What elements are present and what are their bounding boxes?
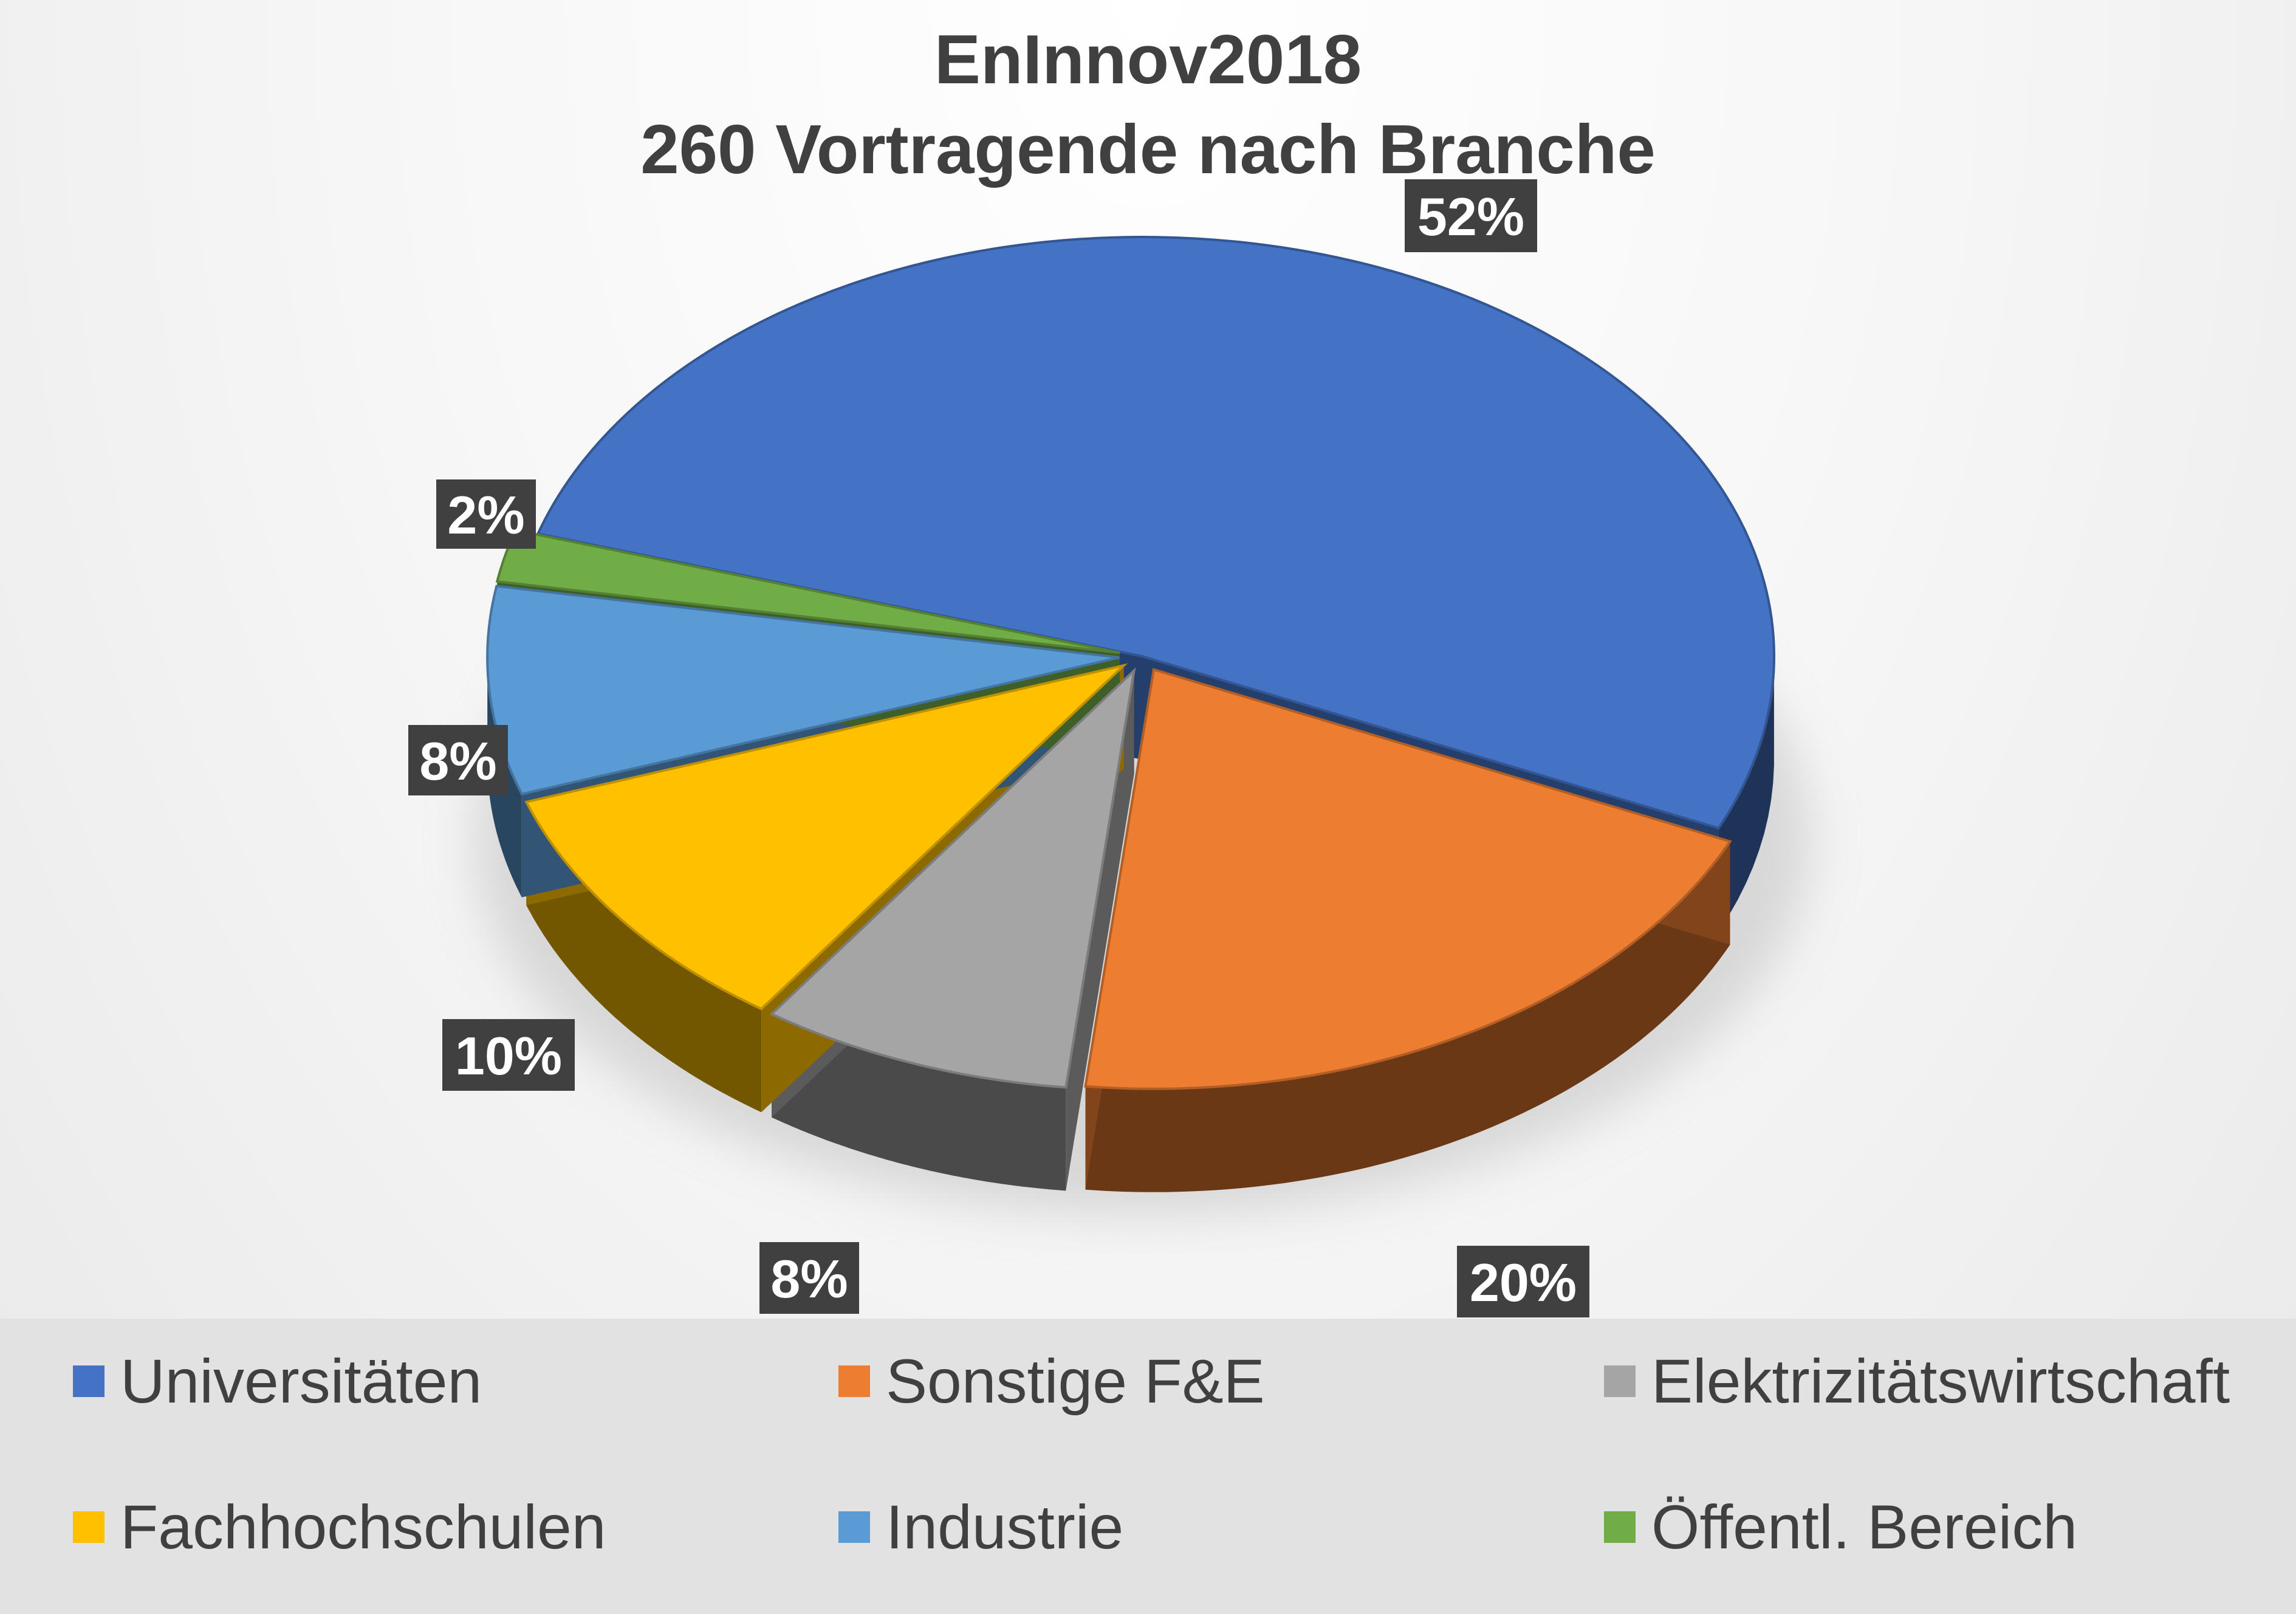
data-label-box (759, 1242, 859, 1314)
data-label-box (436, 479, 536, 549)
legend-swatch (1604, 1365, 1636, 1397)
slice-universitäten (536, 236, 1775, 830)
chart-subtitle: 260 Vortragende nach Branche (640, 111, 1656, 188)
chart-legend: Universitäten Sonstige F&E Elektrizitätswi… (0, 1319, 2296, 1614)
legend-swatch (1604, 1511, 1636, 1543)
legend-swatch (73, 1511, 105, 1543)
data-label-box (442, 1019, 575, 1091)
slice-industrie (486, 585, 1120, 795)
data-label-text: 20% (1470, 1252, 1577, 1313)
data-label-text: 2% (447, 485, 524, 545)
legend-label: Sonstige F&E (886, 1347, 1265, 1416)
slice-wall-elektrizitätswirtschaft-0 (1066, 670, 1134, 1191)
legend-label: Industrie (886, 1492, 1124, 1562)
slice-side-fachhochschulen (526, 802, 762, 1113)
legend-label: Fachhochschulen (120, 1492, 606, 1562)
data-label-sonstige-f-e: 20% (1457, 1246, 1589, 1317)
pie-plot-area: 52% 20% 8% 10% 8% 2% (408, 179, 1811, 1317)
data-label-text: 8% (770, 1249, 848, 1309)
chart-title: EnInnov2018 (934, 21, 1362, 98)
legend-label: Öffentl. Bereich (1651, 1492, 2078, 1562)
slice-side-universitäten (1718, 662, 1774, 932)
data-label-box (1405, 179, 1537, 252)
data-label-box (1457, 1246, 1589, 1317)
data-label-text: 8% (419, 731, 496, 791)
slice-fachhochschulen (524, 663, 1128, 1011)
data-label-industrie: 8% (408, 725, 508, 795)
data-label-öffentl-bereich: 2% (436, 479, 536, 549)
legend-label: Universitäten (120, 1347, 482, 1416)
slice-side-elektrizitätswirtschaft (772, 1014, 1066, 1191)
data-label-fachhochschulen: 10% (442, 1019, 575, 1091)
data-label-elektrizitätswirtschaft: 8% (759, 1242, 859, 1314)
data-label-box (408, 725, 508, 795)
data-label-text: 52% (1417, 187, 1524, 247)
slice-sonstige-f-e (1084, 668, 1732, 1090)
data-label-universitäten: 52% (1405, 179, 1537, 252)
data-label-text: 10% (455, 1026, 562, 1086)
legend-swatch (73, 1365, 105, 1397)
legend-swatch (838, 1365, 870, 1397)
legend-label: Elektrizitätswirtschaft (1651, 1347, 2230, 1416)
legend-swatch (838, 1511, 870, 1543)
slice-elektrizitätswirtschaft (769, 667, 1136, 1089)
slice-side-sonstige-f-e (1085, 841, 1730, 1192)
